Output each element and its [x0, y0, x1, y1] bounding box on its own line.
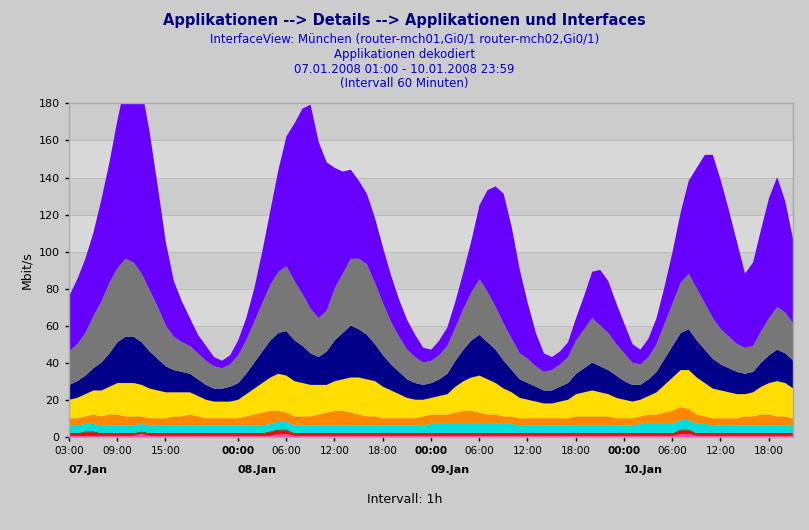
Bar: [69, 140, 793, 178]
Text: 10.Jan: 10.Jan: [624, 465, 663, 475]
Bar: [69, 103, 793, 140]
Text: 09.Jan: 09.Jan: [430, 465, 470, 475]
Y-axis label: Mbit/s: Mbit/s: [20, 251, 33, 289]
Bar: [69, 289, 793, 326]
Bar: [69, 326, 793, 363]
Text: Applikationen --> Details --> Applikationen und Interfaces: Applikationen --> Details --> Applikatio…: [163, 13, 646, 28]
Text: 07.Jan: 07.Jan: [69, 465, 108, 475]
Text: (Intervall 60 Minuten): (Intervall 60 Minuten): [341, 77, 468, 91]
Bar: [69, 400, 793, 437]
Bar: [69, 215, 793, 252]
Bar: [69, 363, 793, 400]
Bar: [69, 178, 793, 215]
Text: 08.Jan: 08.Jan: [238, 465, 277, 475]
Text: Intervall: 1h: Intervall: 1h: [366, 493, 443, 506]
Text: Applikationen dekodiert: Applikationen dekodiert: [334, 48, 475, 61]
Bar: [69, 252, 793, 289]
Text: InterfaceView: München (router-mch01,Gi0/1 router-mch02,Gi0/1): InterfaceView: München (router-mch01,Gi0…: [210, 33, 599, 46]
Text: 07.01.2008 01:00 - 10.01.2008 23:59: 07.01.2008 01:00 - 10.01.2008 23:59: [294, 63, 515, 76]
